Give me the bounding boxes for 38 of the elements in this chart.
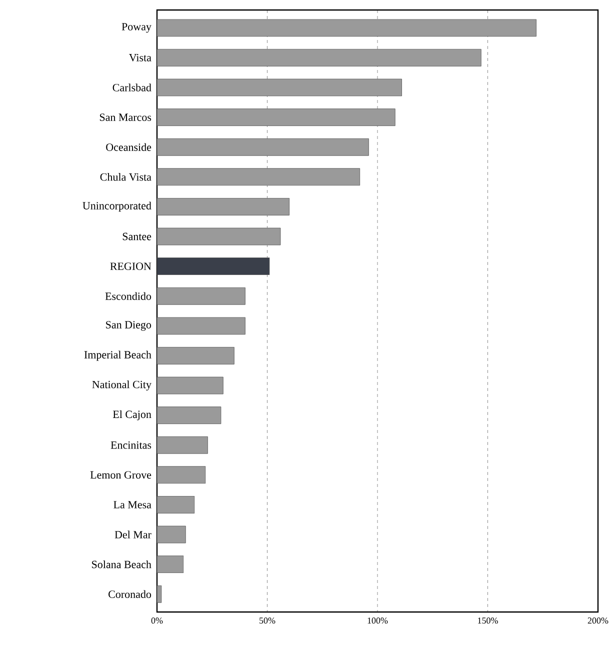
y-tick-label: Poway bbox=[122, 23, 152, 33]
y-tick-label: Carlsbad bbox=[112, 84, 152, 92]
bar bbox=[156, 198, 290, 216]
x-tick-label: 0% bbox=[151, 618, 163, 624]
bar bbox=[156, 496, 195, 514]
x-tick-label: 100% bbox=[368, 618, 388, 624]
y-tick-label: Imperial Beach bbox=[84, 350, 152, 361]
y-tick-label: Escondido bbox=[105, 292, 152, 300]
x-tick-label: 200% bbox=[588, 618, 608, 624]
y-tick-label: San Marcos bbox=[100, 114, 152, 121]
y-tick-label: Santee bbox=[122, 232, 152, 240]
y-tick-label: La Mesa bbox=[114, 501, 152, 508]
y-tick-label: Encinitas bbox=[110, 441, 152, 449]
y-tick-label: Vista bbox=[129, 54, 152, 62]
y-tick-label: Lemon Grove bbox=[90, 471, 152, 479]
bar bbox=[156, 168, 360, 186]
bar bbox=[156, 556, 184, 574]
y-tick-label: Coronado bbox=[108, 590, 152, 598]
bar bbox=[156, 466, 206, 484]
y-tick-label: El Cajon bbox=[112, 410, 152, 420]
bar bbox=[156, 78, 402, 96]
bar bbox=[156, 317, 246, 335]
y-tick-label: National City bbox=[92, 380, 152, 391]
y-tick-label: Solana Beach bbox=[92, 560, 152, 568]
bar bbox=[156, 258, 270, 276]
bar bbox=[156, 108, 396, 126]
y-tick-label: Del Mar bbox=[114, 530, 152, 538]
y-tick-label: Chula Vista bbox=[100, 173, 152, 181]
x-tick-label: 150% bbox=[478, 618, 498, 624]
bar bbox=[156, 287, 246, 305]
bar bbox=[156, 376, 224, 394]
bar bbox=[156, 406, 222, 424]
x-tick-label: 50% bbox=[260, 618, 276, 624]
y-tick-label: San Diego bbox=[106, 321, 152, 331]
y-tick-label: REGION bbox=[110, 262, 152, 270]
y-tick-label: Unincorporated bbox=[82, 202, 152, 212]
y-tick-label: Oceanside bbox=[106, 143, 152, 151]
bar bbox=[156, 19, 536, 37]
